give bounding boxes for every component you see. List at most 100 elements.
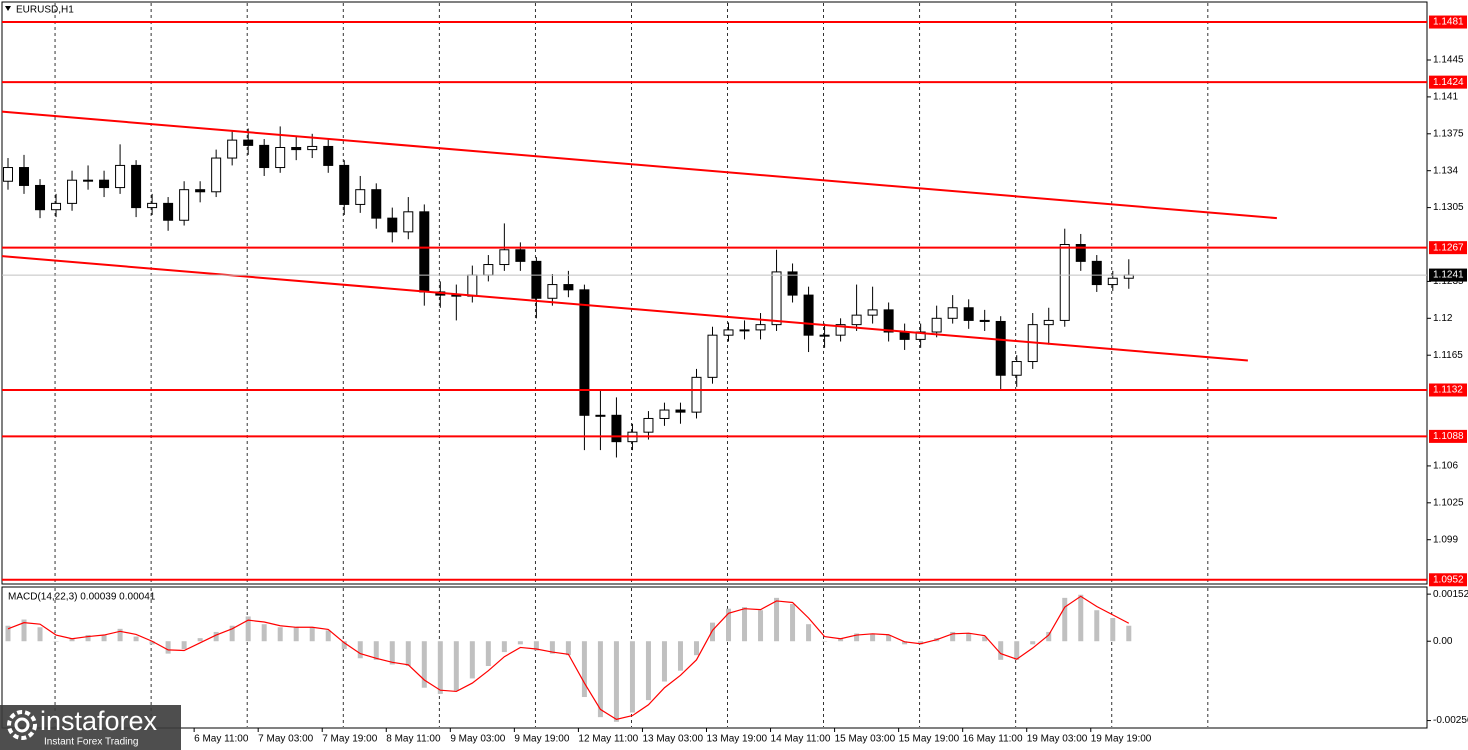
candle-body: [35, 184, 46, 211]
candle-body: [515, 249, 526, 262]
candle-body: [691, 376, 702, 413]
logo-icon-core: [14, 717, 30, 733]
macd-bar: [1094, 610, 1100, 642]
candle-body: [83, 179, 94, 182]
candle-body: [131, 164, 142, 209]
macd-bar: [870, 633, 876, 642]
macd-bar: [21, 619, 27, 642]
y-tick-label: 0.00: [1433, 636, 1453, 647]
macd-bar: [389, 641, 395, 665]
macd-bar: [806, 624, 812, 642]
candle-body: [3, 167, 14, 182]
macd-bar: [85, 635, 91, 642]
candle-body: [963, 307, 974, 321]
trend-line: [1, 110, 1277, 220]
macd-bar: [309, 627, 315, 642]
macd-bar: [341, 641, 347, 649]
macd-bar: [373, 641, 379, 660]
macd-bar: [181, 641, 187, 649]
last-price-box: [1429, 268, 1467, 282]
candle-body: [499, 249, 510, 266]
macd-bar: [774, 597, 780, 642]
macd-bar: [229, 625, 235, 642]
candle-body: [995, 320, 1006, 376]
candle-body: [787, 271, 798, 296]
candle-body: [755, 324, 766, 331]
macd-bar: [790, 604, 796, 642]
candle-body: [163, 202, 174, 221]
x-tick-label: 15 May 03:00: [835, 734, 896, 745]
candle-body: [883, 309, 894, 333]
x-tick-label: 9 May 19:00: [514, 734, 569, 745]
price-panel: [1, 1, 1428, 585]
macd-title: MACD(14,22,3) 0.00039 0.00041: [8, 592, 156, 603]
y-tick-label: 1.1375: [1433, 128, 1464, 139]
macd-bar: [758, 610, 764, 642]
macd-bar: [998, 641, 1004, 660]
macd-bar: [517, 641, 523, 645]
macd-bar: [165, 641, 171, 654]
candle-body: [1075, 244, 1086, 262]
macd-bar: [918, 641, 924, 645]
candle-body: [723, 329, 734, 336]
level-label: 1.0952: [1433, 574, 1464, 585]
y-tick-label: 1.106: [1433, 461, 1458, 472]
logo: instaforex Instant Forex Trading: [0, 705, 181, 750]
candle-body: [547, 284, 558, 299]
candle-body: [243, 139, 254, 146]
candle-body: [819, 334, 830, 337]
macd-bar: [1014, 641, 1020, 660]
macd-bar: [902, 641, 908, 645]
macd-bar: [197, 638, 203, 642]
x-tick-label: 13 May 03:00: [642, 734, 703, 745]
candle-body: [339, 164, 350, 205]
y-tick-label: 1.1305: [1433, 202, 1464, 213]
candle-body: [931, 317, 942, 333]
macd-bar: [597, 641, 603, 718]
candle-body: [275, 147, 286, 169]
macd-bar: [726, 608, 732, 642]
macd-bar: [213, 631, 219, 642]
macd-bar: [886, 635, 892, 642]
level-box: [1429, 75, 1467, 89]
y-tick-label: 1.141: [1433, 92, 1458, 103]
x-tick-label: 19 May 19:00: [1091, 734, 1152, 745]
candle-body: [67, 179, 78, 204]
x-tick-label: 13 May 19:00: [706, 734, 767, 745]
candle-body: [147, 202, 158, 209]
macd-bar: [693, 641, 699, 656]
level-label: 1.1088: [1433, 431, 1464, 442]
level-box: [1429, 241, 1467, 255]
macd-bar: [822, 641, 828, 642]
macd-bar: [277, 627, 283, 642]
macd-bar: [645, 641, 651, 701]
x-tick-label: 6 May 11:00: [194, 734, 249, 745]
macd-bar: [677, 641, 683, 671]
candle-body: [1091, 260, 1102, 286]
x-tick-label: 9 May 03:00: [450, 734, 505, 745]
macd-bar: [5, 625, 11, 642]
y-tick-label: 1.1445: [1433, 55, 1464, 66]
macd-bar: [549, 641, 555, 654]
candle-body: [355, 189, 366, 205]
candle-body: [211, 157, 222, 193]
candle-body: [563, 284, 574, 291]
y-tick-label: 1.099: [1433, 534, 1458, 545]
menu-triangle: [5, 6, 11, 11]
candle-body: [1107, 277, 1118, 286]
candle-body: [835, 324, 846, 336]
macd-bar: [437, 641, 443, 694]
candle-body: [323, 145, 334, 166]
candle-body: [1043, 319, 1054, 326]
macd-bar: [966, 633, 972, 642]
x-tick-label: 16 May 11:00: [963, 734, 1023, 745]
macd-bar: [1046, 631, 1052, 642]
macd-bar: [533, 641, 539, 651]
candle-body: [467, 274, 478, 297]
level-box: [1429, 429, 1467, 443]
macd-bar: [53, 641, 59, 642]
candle-body: [979, 319, 990, 322]
candle-body: [99, 179, 110, 189]
